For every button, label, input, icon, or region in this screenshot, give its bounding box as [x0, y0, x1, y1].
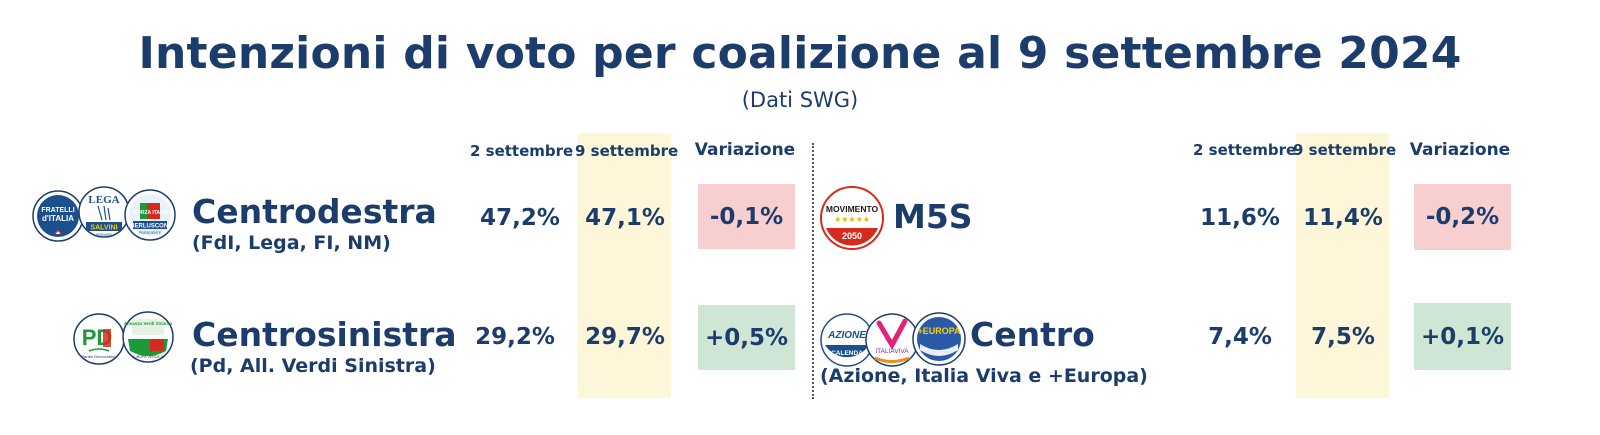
- avs-logo-icon: Alleanza Verdi Sinistra EUROPA VERDE SI: [122, 311, 174, 363]
- highlight-column-left: [578, 133, 671, 398]
- value-curr: 47,1%: [585, 205, 665, 231]
- svg-text:PREMIER: PREMIER: [96, 233, 112, 237]
- m5s-logo-icon: MOVIMENTO ★★★★★ 2050: [820, 186, 884, 250]
- svg-text:FRATELLI: FRATELLI: [41, 207, 74, 214]
- chart-title: Intenzioni di voto per coalizione al 9 s…: [138, 28, 1462, 79]
- column-header-change-left: Variazione: [694, 140, 796, 160]
- value-curr: 11,4%: [1303, 205, 1383, 231]
- italia-viva-logo-icon: ITALIAVIVA: [865, 313, 919, 367]
- coalition-name: M5S: [893, 197, 973, 236]
- svg-text:AZIONE: AZIONE: [827, 330, 866, 341]
- svg-text:FORZA ITALIA: FORZA ITALIA: [134, 210, 169, 216]
- value-prev: 11,6%: [1200, 205, 1280, 231]
- value-prev: 7,4%: [1208, 324, 1272, 350]
- change-value: -0,2%: [1425, 204, 1500, 230]
- svg-text:BERLUSCONI: BERLUSCONI: [130, 224, 170, 230]
- svg-text:MOVIMENTO: MOVIMENTO: [826, 204, 879, 214]
- value-curr: 7,5%: [1311, 324, 1375, 350]
- value-prev: 47,2%: [480, 205, 560, 231]
- coalition-name: Centrosinistra: [192, 315, 457, 354]
- piu-europa-logo-icon: +EUROPA: [912, 312, 966, 366]
- value-prev: 29,2%: [475, 324, 555, 350]
- change-badge: +0,5%: [698, 305, 795, 370]
- svg-text:CALENDA: CALENDA: [831, 350, 863, 357]
- coalition-name: Centro: [970, 315, 1095, 354]
- column-header-prev-left: 2 settembre: [470, 142, 574, 160]
- coalition-members: (Pd, All. Verdi Sinistra): [190, 355, 436, 377]
- svg-text:+EUROPA: +EUROPA: [917, 326, 961, 336]
- svg-text:PRESIDENTE: PRESIDENTE: [139, 231, 162, 235]
- column-header-curr-left: 9 settembre: [575, 142, 679, 160]
- chart-subtitle: (Dati SWG): [741, 88, 859, 112]
- column-header-change-right: Variazione: [1409, 140, 1511, 160]
- svg-text:SALVINI: SALVINI: [90, 225, 117, 232]
- azione-logo-icon: AZIONE CALENDA: [820, 313, 874, 367]
- change-value: +0,5%: [704, 324, 789, 351]
- svg-text:Alleanza Verdi Sinistra: Alleanza Verdi Sinistra: [124, 321, 173, 326]
- change-value: -0,1%: [709, 203, 784, 230]
- coalition-members: (Azione, Italia Viva e +Europa): [820, 365, 1148, 387]
- coalition-members: (FdI, Lega, FI, NM): [192, 232, 391, 254]
- pd-logo-icon: PD Partito Democratico: [73, 313, 125, 365]
- forza-italia-logo-icon: FORZA ITALIA BERLUSCONI PRESIDENTE: [124, 189, 176, 241]
- svg-text:ITALIAVIVA: ITALIAVIVA: [875, 348, 909, 355]
- svg-text:★★★★★: ★★★★★: [834, 215, 870, 224]
- fdi-logo-icon: FRATELLI d'ITALIA: [32, 190, 84, 242]
- highlight-column-right: [1296, 133, 1389, 398]
- value-curr: 29,7%: [585, 324, 665, 350]
- svg-text:EUROPA VERDE SI: EUROPA VERDE SI: [132, 355, 165, 359]
- change-value: +0,1%: [1420, 323, 1505, 350]
- svg-text:LEGA: LEGA: [88, 194, 119, 206]
- lega-logo-icon: LEGA SALVINI PREMIER: [78, 186, 130, 238]
- column-header-prev-right: 2 settembre: [1193, 141, 1297, 159]
- svg-text:d'ITALIA: d'ITALIA: [42, 214, 74, 223]
- column-header-curr-right: 9 settembre: [1293, 141, 1397, 159]
- change-badge: +0,1%: [1414, 303, 1511, 370]
- svg-text:Partito Democratico: Partito Democratico: [81, 354, 117, 359]
- change-badge: -0,1%: [698, 184, 795, 249]
- svg-text:2050: 2050: [842, 231, 862, 241]
- coalition-name: Centrodestra: [192, 192, 437, 231]
- dotted-divider: [812, 143, 814, 399]
- change-badge: -0,2%: [1414, 184, 1511, 250]
